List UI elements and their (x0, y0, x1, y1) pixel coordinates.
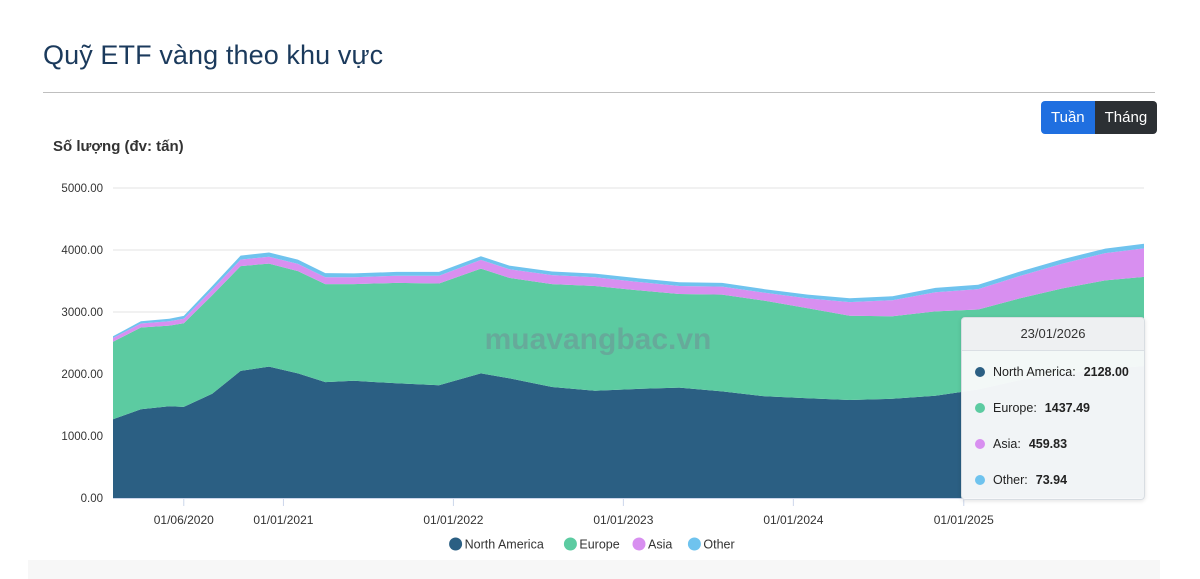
tooltip-series-value: 73.94 (1035, 473, 1068, 487)
asia-dot-icon (975, 439, 985, 449)
tooltip-row-other: Other: 73.94 (975, 473, 1067, 487)
x-tick-label: 01/01/2025 (934, 513, 994, 527)
legend-marker-icon (449, 537, 463, 551)
legend-marker-icon (632, 537, 646, 551)
x-tick-label: 01/01/2024 (763, 513, 823, 527)
europe-dot-icon (975, 403, 985, 413)
tooltip-series-value: 459.83 (1028, 437, 1068, 451)
month-button[interactable]: Tháng (1094, 101, 1158, 134)
legend-item-other[interactable]: Other (687, 537, 735, 552)
x-tick-label: 01/01/2022 (423, 513, 483, 527)
x-tick-label: 01/01/2023 (593, 513, 653, 527)
tooltip-series-name: Asia (993, 437, 1018, 451)
tooltip-row-asia: Asia: 459.83 (975, 437, 1067, 451)
y-tick-label: 0.00 (81, 493, 103, 505)
legend-marker-icon (687, 537, 701, 551)
legend-item-europe[interactable]: Europe (563, 537, 620, 552)
other-dot-icon (975, 475, 985, 485)
page-title: Quỹ ETF vàng theo khu vực (43, 40, 384, 70)
week-button[interactable]: Tuần (1041, 101, 1095, 134)
legend: North America Europe Asia Other (449, 537, 735, 552)
y-tick-label: 4000.00 (61, 245, 103, 257)
x-tick-label: 01/01/2021 (253, 513, 313, 527)
legend-label: North America (465, 538, 544, 552)
area-series (113, 243, 1144, 498)
legend-marker-icon (563, 537, 577, 551)
legend-label: Other (703, 538, 734, 552)
area-europe (113, 263, 1144, 420)
legend-label: Asia (648, 538, 672, 552)
data-tooltip: 23/01/2026 North America: 2128.00 Europe… (961, 317, 1145, 500)
y-tick-label: 3000.00 (61, 307, 103, 319)
area-other (113, 243, 1144, 338)
legend-label: Europe (579, 538, 619, 552)
tooltip-series-value: 2128.00 (1083, 365, 1129, 379)
area-north-america (113, 366, 1144, 498)
tooltip-series-value: 1437.49 (1044, 401, 1090, 415)
tooltip-series-name: Other (993, 473, 1025, 487)
tooltip-row-north-america: North America: 2128.00 (975, 365, 1129, 379)
watermark: muavangbac.vn (485, 323, 712, 356)
tooltip-date: 23/01/2026 (962, 318, 1144, 351)
x-tick-label: 01/06/2020 (154, 513, 214, 527)
y-tick-label: 5000.00 (61, 183, 103, 195)
tooltip-row-europe: Europe: 1437.49 (975, 401, 1090, 415)
y-tick-label: 1000.00 (61, 431, 103, 443)
y-tick-label: 2000.00 (61, 369, 103, 381)
title-divider (43, 92, 1155, 93)
legend-item-asia[interactable]: Asia (632, 537, 673, 552)
period-toggle: Tuần Tháng (1041, 101, 1158, 134)
tooltip-series-name: North America (993, 365, 1073, 379)
north-america-dot-icon (975, 367, 985, 377)
y-axis-label: Số lượng (đv: tấn) (53, 138, 184, 155)
legend-item-north-america[interactable]: North America (449, 537, 544, 552)
tooltip-series-name: Europe (993, 401, 1034, 415)
footer-strip (28, 560, 1160, 579)
area-asia (113, 248, 1144, 342)
